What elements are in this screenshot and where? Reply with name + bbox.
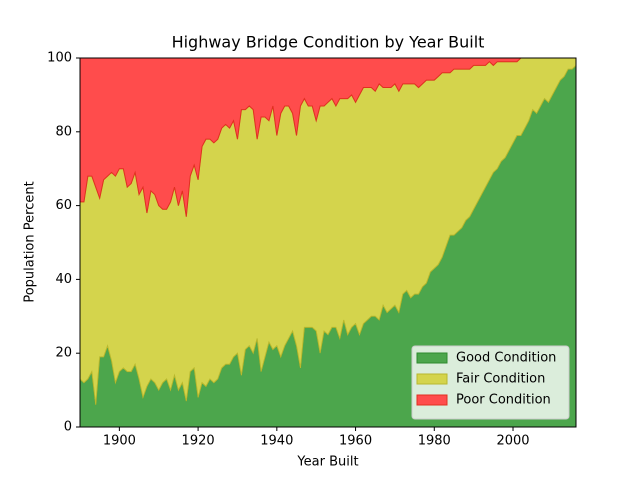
y-tick-label: 100 xyxy=(47,51,72,66)
y-tick-label: 40 xyxy=(55,272,72,287)
x-tick-label: 1980 xyxy=(418,434,451,449)
x-tick-label: 1900 xyxy=(103,434,136,449)
legend-box xyxy=(411,345,570,420)
x-tick-label: 1920 xyxy=(182,434,215,449)
legend-swatch xyxy=(416,373,448,385)
x-axis-label: Year Built xyxy=(296,455,358,470)
legend-label: Good Condition xyxy=(456,351,556,366)
legend-label: Fair Condition xyxy=(456,372,545,387)
y-tick-label: 60 xyxy=(55,198,72,213)
x-tick-label: 1960 xyxy=(339,434,372,449)
legend-swatch xyxy=(416,352,448,364)
x-tick-label: 2000 xyxy=(496,434,529,449)
plot-frame xyxy=(79,57,577,428)
y-tick-label: 20 xyxy=(55,346,72,361)
y-tick-label: 0 xyxy=(64,420,72,435)
chart-title: Highway Bridge Condition by Year Built xyxy=(172,33,485,52)
legend-label: Poor Condition xyxy=(456,393,551,408)
x-tick-label: 1940 xyxy=(260,434,293,449)
y-tick-label: 80 xyxy=(55,124,72,139)
y-axis-label: Population Percent xyxy=(23,181,38,302)
legend-swatch xyxy=(416,394,448,406)
